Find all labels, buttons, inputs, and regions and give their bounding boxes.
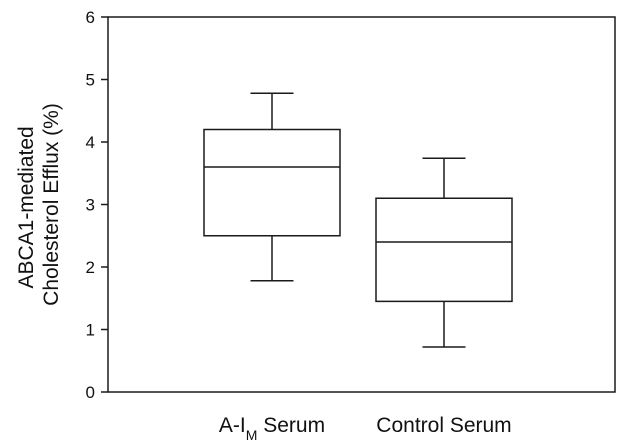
- y-axis-title-line-1: ABCA1-mediated: [15, 126, 38, 288]
- plot-frame: [107, 16, 616, 393]
- y-axis: 0 1 2 3 4 5 6: [86, 8, 108, 402]
- x-category-label-0-subscript: M: [246, 427, 258, 442]
- y-tick-label-4: 4: [86, 133, 95, 152]
- box-1-iqr-rect: [375, 197, 513, 303]
- x-category-label-0-main: A-I: [219, 414, 246, 437]
- y-axis-title-line-2: Cholesterol Efflux (%): [40, 103, 63, 306]
- x-axis-labels: A-IM Serum Control Serum: [219, 414, 512, 442]
- box-1: [375, 157, 513, 348]
- y-tick-label-2: 2: [86, 258, 95, 277]
- x-category-label-0-rest: Serum: [257, 414, 325, 437]
- x-category-label-1: Control Serum: [376, 414, 511, 437]
- box-0: [203, 92, 341, 282]
- boxes: [203, 92, 513, 348]
- x-category-label-0: A-IM Serum: [219, 414, 325, 442]
- x-category-label-1-main: Control Serum: [376, 414, 511, 437]
- y-tick-label-5: 5: [86, 71, 95, 90]
- y-tick-label-1: 1: [86, 321, 95, 340]
- box-0-iqr-rect: [203, 128, 341, 237]
- y-tick-label-3: 3: [86, 196, 95, 215]
- y-tick-label-0: 0: [86, 383, 95, 402]
- y-axis-title: ABCA1-mediated Cholesterol Efflux (%): [15, 103, 63, 306]
- y-tick-label-6: 6: [86, 8, 95, 27]
